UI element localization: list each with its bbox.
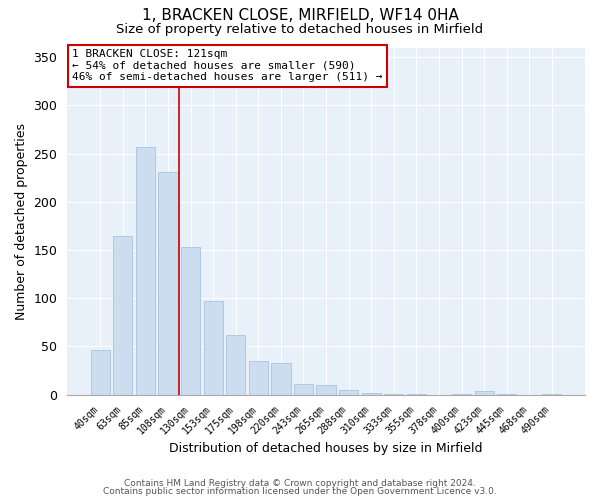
Text: Size of property relative to detached houses in Mirfield: Size of property relative to detached ho…	[116, 22, 484, 36]
Bar	[203, 301, 223, 394]
Bar	[91, 350, 110, 395]
Bar	[339, 390, 358, 394]
Bar	[158, 172, 178, 394]
Text: 1 BRACKEN CLOSE: 121sqm
← 54% of detached houses are smaller (590)
46% of semi-d: 1 BRACKEN CLOSE: 121sqm ← 54% of detache…	[73, 49, 383, 82]
Text: Contains HM Land Registry data © Crown copyright and database right 2024.: Contains HM Land Registry data © Crown c…	[124, 478, 476, 488]
Bar	[249, 361, 268, 394]
Bar	[316, 385, 335, 394]
Text: Contains public sector information licensed under the Open Government Licence v3: Contains public sector information licen…	[103, 487, 497, 496]
Bar	[226, 335, 245, 394]
Bar	[181, 247, 200, 394]
X-axis label: Distribution of detached houses by size in Mirfield: Distribution of detached houses by size …	[169, 442, 483, 455]
Bar	[136, 147, 155, 394]
Bar	[475, 391, 494, 394]
Bar	[362, 393, 381, 394]
Bar	[294, 384, 313, 394]
Bar	[271, 363, 290, 394]
Y-axis label: Number of detached properties: Number of detached properties	[15, 122, 28, 320]
Bar	[113, 236, 133, 394]
Text: 1, BRACKEN CLOSE, MIRFIELD, WF14 0HA: 1, BRACKEN CLOSE, MIRFIELD, WF14 0HA	[142, 8, 458, 22]
